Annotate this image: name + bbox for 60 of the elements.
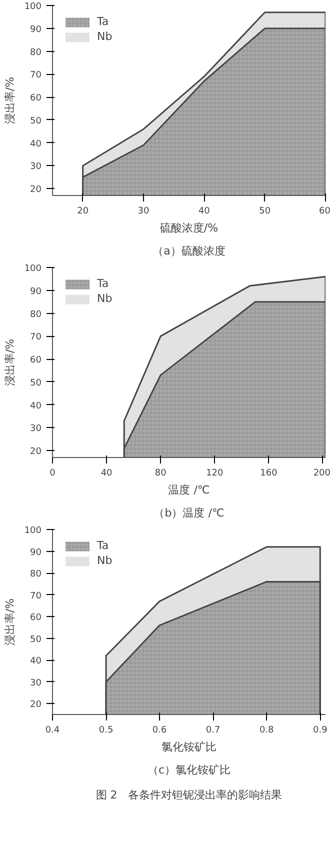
x-tick-label: 30: [138, 206, 150, 216]
text: （b）温度 /℃: [154, 506, 224, 520]
legend-label: Ta: [97, 15, 110, 28]
y-tick-label: 80: [30, 48, 42, 58]
y-tick-label: 70: [30, 591, 42, 602]
y-tick-label: 20: [30, 185, 42, 196]
x-axis-title: 硫酸浓度/%: [160, 222, 218, 234]
y-tick-label: 100: [24, 526, 42, 536]
legend-label: Nb: [97, 292, 114, 305]
y-tick-label: 60: [30, 356, 42, 366]
x-tick-label: 0.4: [45, 726, 60, 736]
x-tick-label: 0.8: [259, 726, 274, 736]
y-tick-label: 30: [30, 678, 42, 688]
x-tick-label: 60: [319, 206, 331, 216]
legend-label: Ta: [97, 539, 110, 552]
y-tick-label: 80: [30, 310, 42, 320]
y-tick-label: 30: [30, 162, 42, 172]
x-axis-title: 氯化铵矿比: [162, 740, 216, 754]
legend-label: Nb: [97, 30, 114, 43]
y-tick-label: 60: [30, 613, 42, 624]
x-tick-label: 160: [260, 468, 278, 478]
y-tick-label: 50: [30, 116, 42, 126]
x-tick-label: 40: [100, 468, 113, 478]
text: （a）硫酸浓度: [152, 244, 226, 258]
y-tick-label: 100: [24, 264, 42, 274]
y-tick-label: 70: [30, 70, 42, 81]
y-tick-label: 40: [30, 401, 42, 412]
caption: 图 2 各条件对钽铌浸出率的影响结果: [96, 788, 282, 802]
y-tick-label: 100: [24, 2, 42, 12]
x-tick-label: 20: [77, 206, 89, 216]
y-tick-label: 50: [30, 378, 42, 388]
text: （c）氯化铵矿比: [147, 764, 231, 776]
y-tick-label: 20: [30, 700, 42, 710]
x-tick-label: 0.5: [98, 726, 114, 736]
y-axis-title: 浸出率/%: [3, 338, 16, 386]
y-tick-label: 80: [30, 570, 42, 580]
x-tick-label: 0: [50, 468, 56, 478]
y-tick-label: 50: [30, 634, 42, 645]
y-tick-label: 40: [30, 656, 42, 667]
x-tick-label: 0.7: [206, 726, 220, 736]
legend-label: Ta: [97, 277, 110, 290]
x-tick-label: 40: [198, 206, 210, 216]
y-tick-label: 30: [30, 424, 42, 434]
legend-label: Nb: [97, 554, 114, 567]
y-axis-title: 浸出率/%: [3, 598, 16, 646]
x-tick-label: 120: [206, 468, 224, 478]
y-tick-label: 90: [30, 286, 42, 297]
y-tick-label: 90: [30, 548, 42, 558]
y-tick-label: 60: [30, 94, 42, 104]
y-tick-label: 40: [30, 139, 42, 150]
x-tick-label: 200: [313, 468, 331, 478]
x-tick-label: 80: [154, 468, 167, 478]
y-tick-label: 20: [30, 447, 42, 458]
x-tick-label: 0.6: [152, 726, 167, 736]
y-tick-label: 70: [30, 332, 42, 343]
x-axis-title: 温度 /℃: [168, 484, 210, 496]
y-axis-title: 浸出率/%: [3, 76, 16, 124]
x-tick-label: 50: [259, 206, 271, 216]
y-tick-label: 90: [30, 24, 42, 35]
x-tick-label: 0.9: [312, 726, 328, 736]
